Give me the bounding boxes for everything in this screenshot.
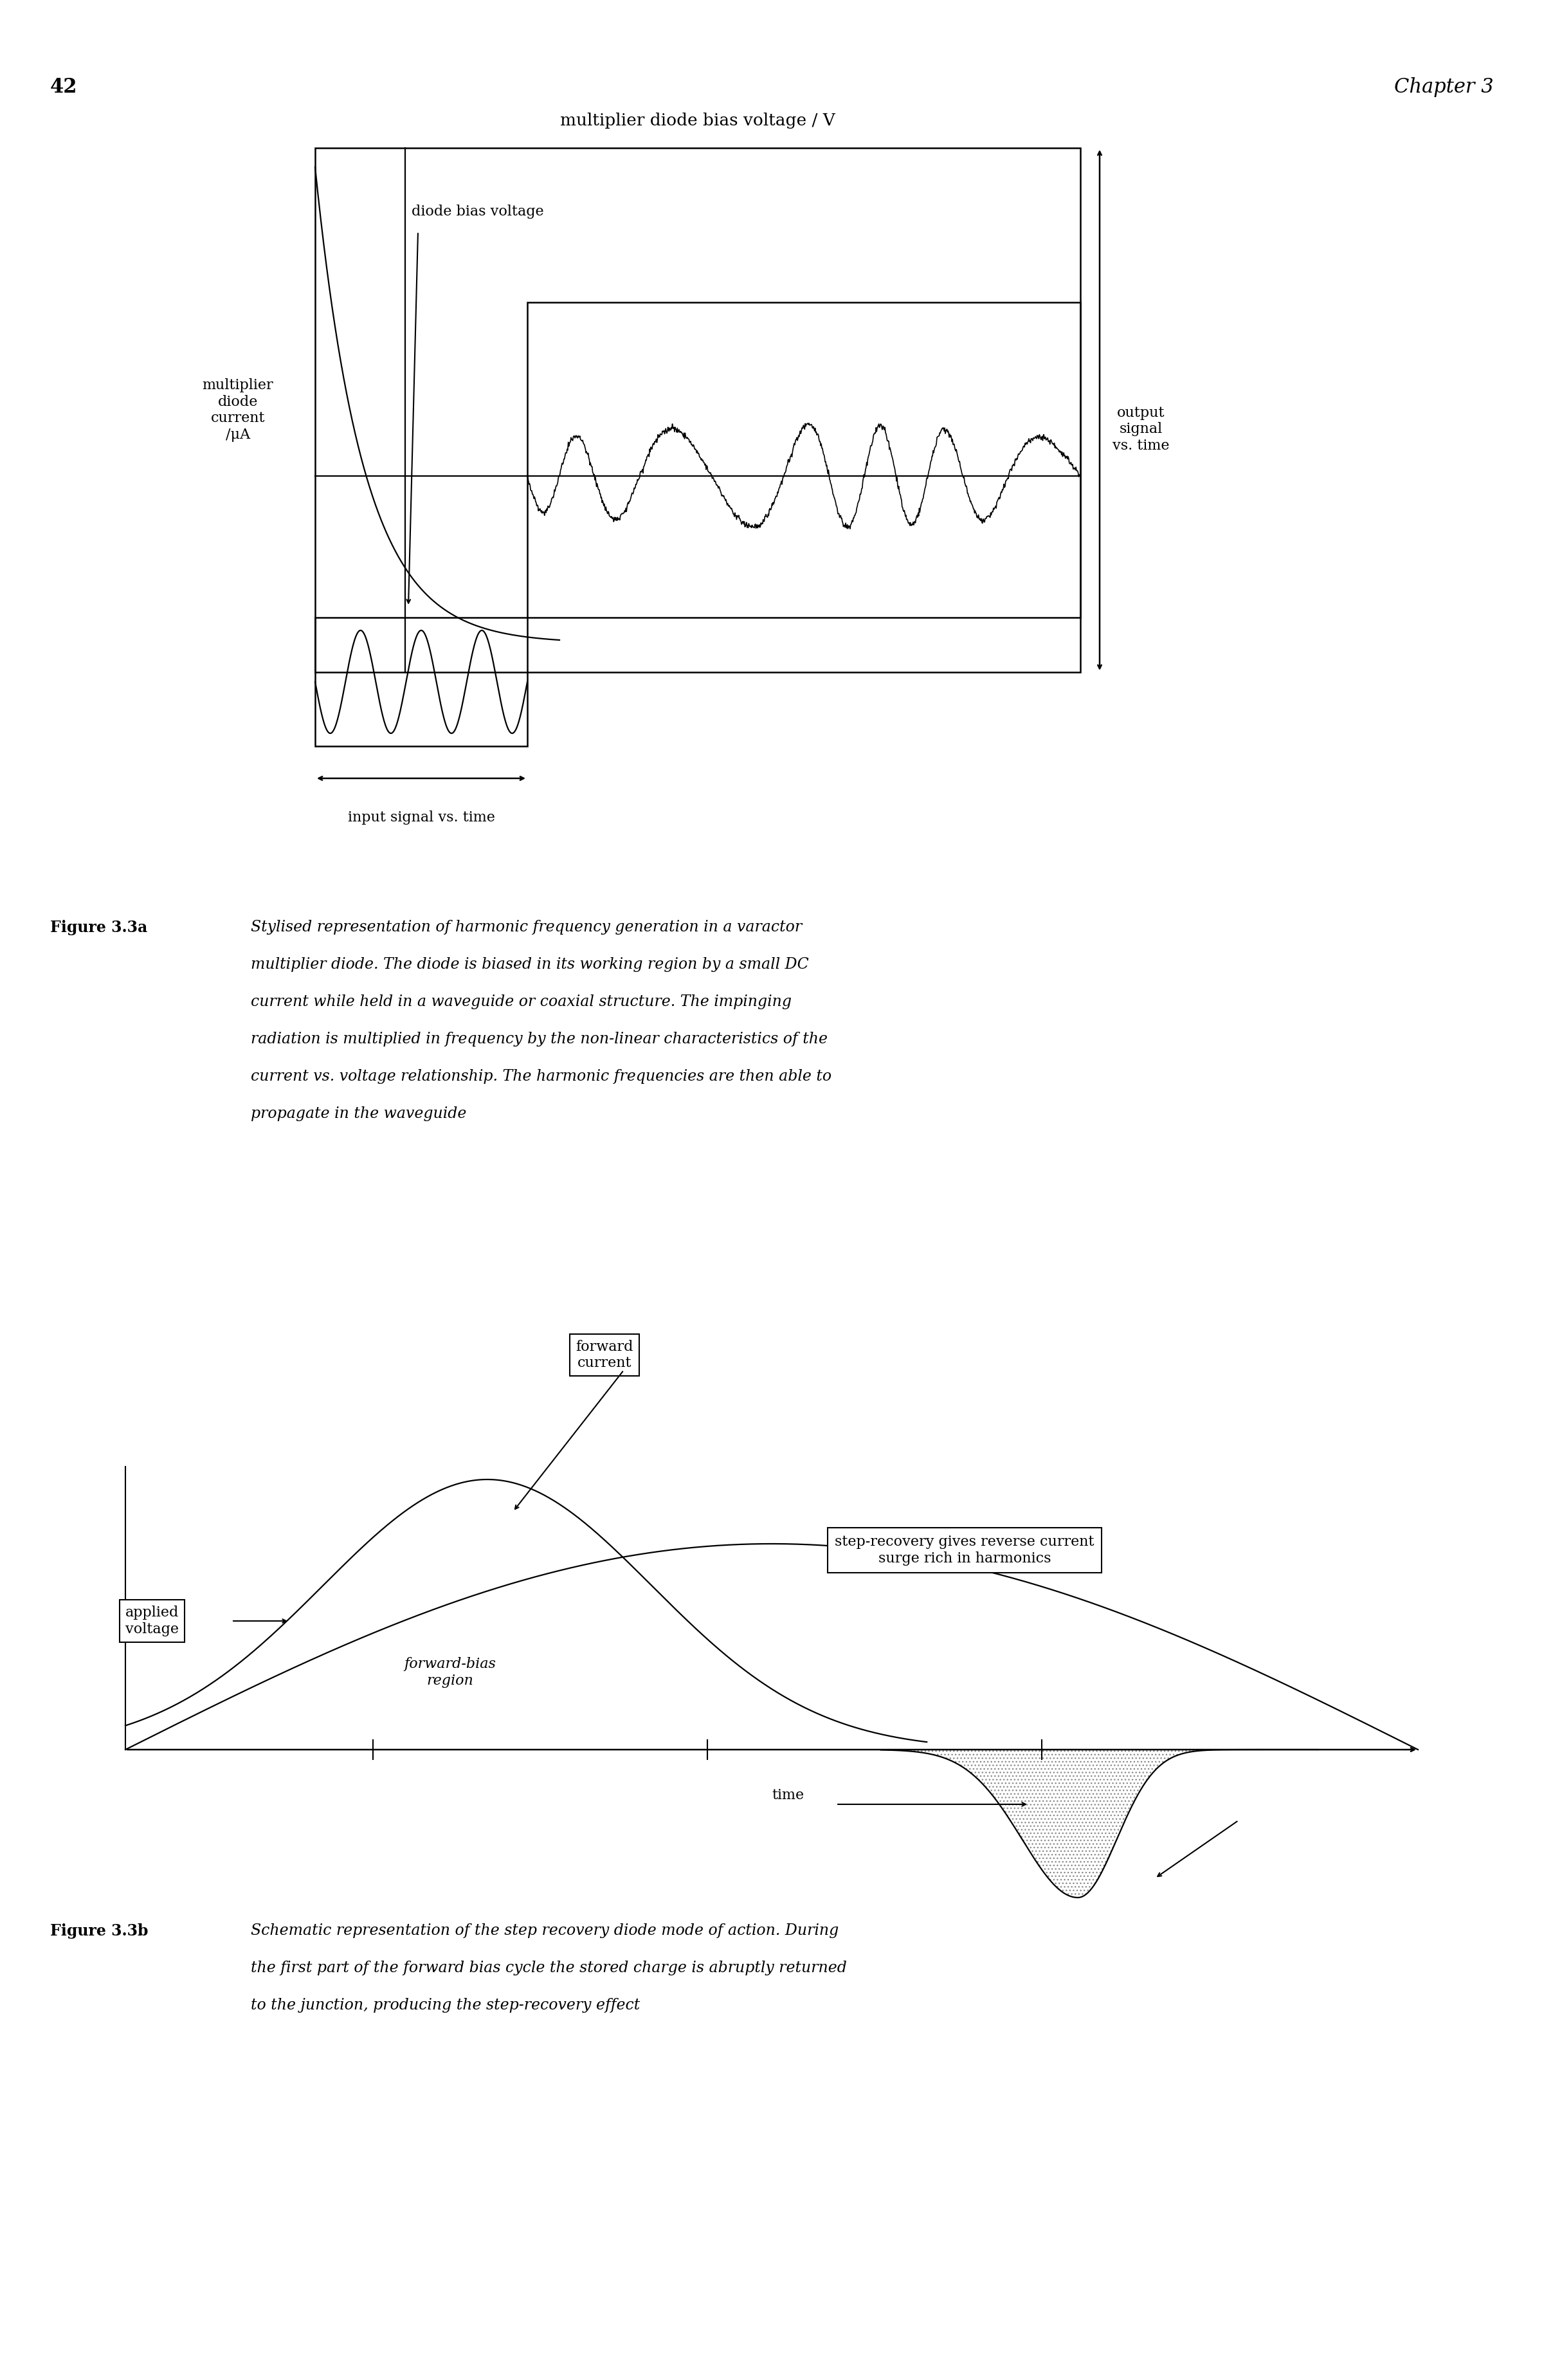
Text: output
signal
vs. time: output signal vs. time	[1113, 407, 1169, 452]
Text: step-recovery gives reverse current
surge rich in harmonics: step-recovery gives reverse current surg…	[835, 1535, 1095, 1566]
Text: applied
voltage: applied voltage	[125, 1606, 179, 1635]
Text: Figure 3.3a: Figure 3.3a	[49, 919, 147, 935]
Text: to the junction, producing the step-recovery effect: to the junction, producing the step-reco…	[250, 1997, 641, 2013]
Text: propagate in the waveguide: propagate in the waveguide	[250, 1107, 466, 1121]
Text: Chapter 3: Chapter 3	[1394, 76, 1495, 98]
Text: input signal vs. time: input signal vs. time	[347, 812, 494, 823]
Text: forward-bias
region: forward-bias region	[405, 1656, 496, 1687]
Text: time: time	[772, 1787, 804, 1802]
Text: Schematic representation of the step recovery diode mode of action. During: Schematic representation of the step rec…	[250, 1923, 838, 1937]
Text: forward
current: forward current	[576, 1340, 633, 1371]
Text: current while held in a waveguide or coaxial structure. The impinging: current while held in a waveguide or coa…	[250, 995, 792, 1009]
Text: radiation is multiplied in frequency by the non-linear characteristics of the: radiation is multiplied in frequency by …	[250, 1033, 828, 1047]
Text: multiplier diode. The diode is biased in its working region by a small DC: multiplier diode. The diode is biased in…	[250, 957, 809, 971]
Text: diode bias voltage: diode bias voltage	[412, 205, 543, 219]
Text: current vs. voltage relationship. The harmonic frequencies are then able to: current vs. voltage relationship. The ha…	[250, 1069, 832, 1083]
Text: Figure 3.3b: Figure 3.3b	[49, 1923, 148, 1940]
Text: multiplier
diode
current
/μA: multiplier diode current /μA	[202, 378, 273, 443]
Text: the first part of the forward bias cycle the stored charge is abruptly returned: the first part of the forward bias cycle…	[250, 1961, 846, 1975]
Text: multiplier diode bias voltage / V: multiplier diode bias voltage / V	[560, 112, 835, 129]
Text: 42: 42	[49, 76, 77, 98]
Text: Stylised representation of harmonic frequency generation in a varactor: Stylised representation of harmonic freq…	[250, 919, 801, 935]
